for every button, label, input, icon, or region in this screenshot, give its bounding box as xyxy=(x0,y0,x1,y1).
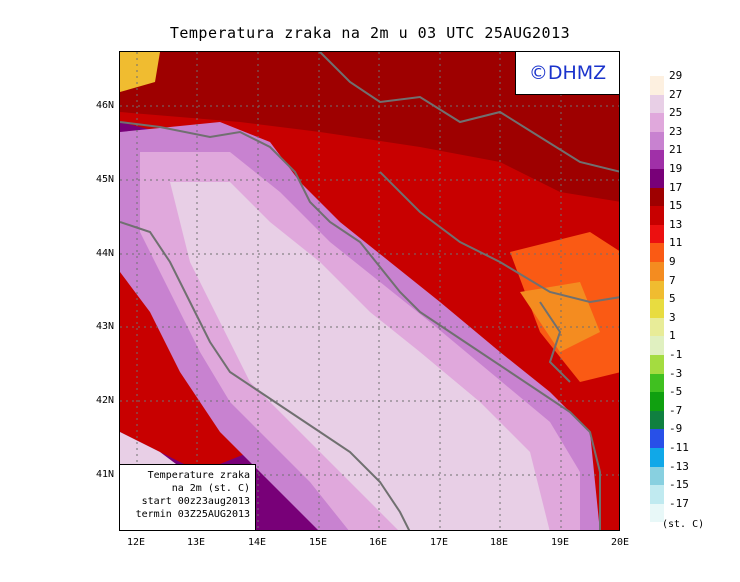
legend-swatch xyxy=(650,131,664,151)
lon-label-16e: 16E xyxy=(368,537,388,548)
lon-label-15e: 15E xyxy=(308,537,328,548)
legend-swatch xyxy=(650,94,664,114)
legend-label: -11 xyxy=(669,441,689,454)
legend-label: -9 xyxy=(669,422,683,436)
legend-label: -13 xyxy=(669,459,689,473)
legend-label: -15 xyxy=(669,478,689,492)
legend-swatch xyxy=(650,485,664,504)
legend-label: 29 xyxy=(669,69,683,82)
legend-swatch xyxy=(650,448,664,467)
legend-swatch xyxy=(650,243,664,262)
lat-label-46n: 46N xyxy=(95,100,114,111)
info-line-1: Temperature zraka xyxy=(147,470,250,481)
legend-swatch xyxy=(650,429,664,448)
legend-swatch xyxy=(650,299,664,318)
legend-swatch xyxy=(650,150,664,169)
legend-swatch xyxy=(650,187,664,207)
east-coastline xyxy=(120,121,601,530)
lon-label-19e: 19E xyxy=(550,537,570,548)
lon-label-14e: 14E xyxy=(247,537,267,548)
legend-label: 11 xyxy=(669,236,683,250)
legend-label: 9 xyxy=(669,255,676,268)
legend-label: 25 xyxy=(669,106,683,120)
grid-lines xyxy=(120,52,619,530)
adriatic-inner xyxy=(170,182,550,530)
legend-swatch xyxy=(650,373,664,393)
map-frame: ©DHMZ Temperature zraka na 2m (st. C) st… xyxy=(119,51,620,531)
legend-label: 19 xyxy=(669,162,683,175)
legend-swatch xyxy=(650,280,664,300)
legend-label: 17 xyxy=(669,180,683,194)
lon-label-13e: 13E xyxy=(186,537,206,548)
legend-swatch xyxy=(650,76,664,95)
info-line-2: na 2m (st. C) xyxy=(171,483,250,494)
legend-swatch xyxy=(650,113,664,132)
lon-label-17e: 17E xyxy=(429,537,449,548)
legend-label: -7 xyxy=(669,403,683,417)
temperature-map xyxy=(120,52,619,530)
lat-label-42n: 42N xyxy=(95,395,114,406)
legend-swatch xyxy=(650,224,664,244)
italy-coastline xyxy=(120,221,411,530)
legend-swatch xyxy=(650,262,664,281)
lat-label-41n: 41N xyxy=(95,469,114,480)
info-line-4: termin 03Z25AUG2013 xyxy=(135,509,250,520)
lat-label-45n: 45N xyxy=(95,174,114,185)
legend-swatch xyxy=(650,503,664,523)
legend-swatch xyxy=(650,355,664,374)
north-dark-band xyxy=(120,52,619,202)
lon-label-12e: 12E xyxy=(126,537,146,548)
legend-label: 1 xyxy=(669,329,676,343)
legend-label: 3 xyxy=(669,310,676,324)
legend-swatch xyxy=(650,392,664,411)
legend-unit-label: (st. C) xyxy=(662,519,705,530)
legend-swatch xyxy=(650,169,664,188)
legend-label: 27 xyxy=(669,87,683,101)
legend-label: -3 xyxy=(669,366,683,380)
border-north xyxy=(319,52,619,173)
legend-swatch xyxy=(650,410,664,430)
border-south xyxy=(539,301,571,383)
legend-swatch xyxy=(650,336,664,355)
legend-label: 21 xyxy=(669,143,683,157)
legend-label: -17 xyxy=(669,496,689,510)
legend-label: 5 xyxy=(669,292,676,306)
legend-label: 13 xyxy=(669,217,683,231)
legend-label: -5 xyxy=(669,385,683,399)
map-title: Temperatura zraka na 2m u 03 UTC 25AUG20… xyxy=(169,24,571,42)
legend-label: -1 xyxy=(669,348,683,361)
copyright-badge: ©DHMZ xyxy=(515,52,619,95)
lon-label-18e: 18E xyxy=(489,537,509,548)
legend-swatch xyxy=(650,206,664,225)
nw-yellow-patch xyxy=(120,52,160,92)
legend-label: 23 xyxy=(669,124,683,138)
legend-swatch xyxy=(650,466,664,486)
legend-swatch xyxy=(650,317,664,337)
info-box: Temperature zraka na 2m (st. C) start 00… xyxy=(120,464,256,530)
info-line-3: start 00z23aug2013 xyxy=(141,496,250,507)
lon-label-20e: 20E xyxy=(610,537,630,548)
lat-label-44n: 44N xyxy=(95,248,114,259)
legend-label: 15 xyxy=(669,199,683,213)
legend-label: 7 xyxy=(669,273,676,287)
lat-label-43n: 43N xyxy=(95,321,114,332)
